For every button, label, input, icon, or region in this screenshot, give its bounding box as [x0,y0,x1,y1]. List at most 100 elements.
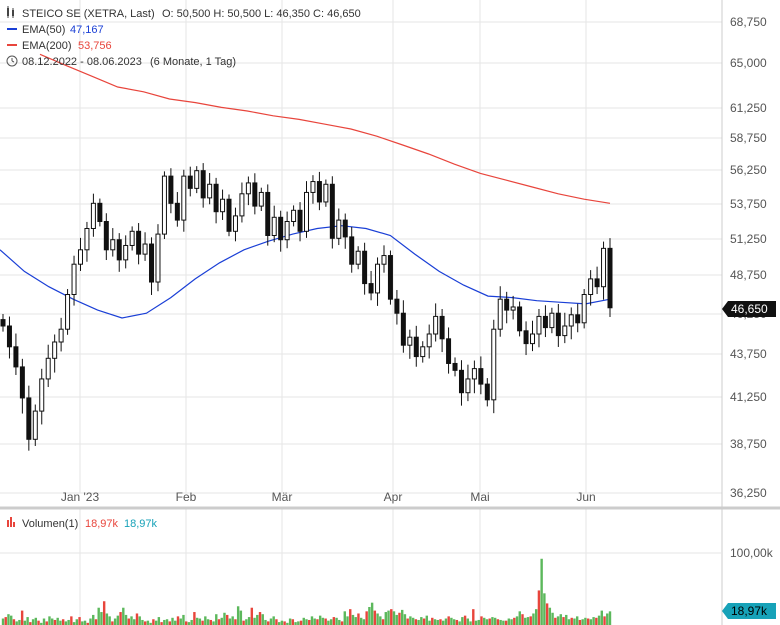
time-tick-label: Apr [384,490,403,504]
volume-bar [510,619,513,625]
candle [484,378,490,407]
volume-bar [603,616,606,625]
volume-bar [584,617,587,625]
volume-bar [529,616,532,625]
volume-bar [425,615,429,625]
volume-bar [324,618,327,625]
volume-bar [264,619,267,625]
volume-bar [431,617,434,625]
volume-bar [187,622,191,625]
volume-bar [220,617,223,625]
volume-bar [283,621,286,625]
volume-bar [606,613,609,625]
volume-bar [272,616,275,625]
volume-bar [318,615,322,625]
candle [387,250,393,305]
candle [129,226,135,251]
volume-bar [573,618,576,625]
candle [555,304,561,347]
time-tick-label: Jan '23 [61,490,100,504]
volume-bar [483,617,486,625]
volume-bar [469,621,472,625]
volume-bar [433,619,437,625]
volume-bar [403,614,407,625]
volume-bar [368,607,371,625]
volume-bar [362,619,366,625]
volume-bar [354,617,357,625]
volume-bar [10,615,13,625]
volume-bar [198,618,202,625]
volume-bar [554,617,557,625]
price-tick-label: 48,750 [730,268,767,282]
candle [239,182,245,223]
last-price-badge: 46,650 [722,301,776,317]
volume-bar [586,618,590,625]
candle [45,344,51,388]
volume-bar [365,611,368,625]
candle [136,223,142,265]
ema200-legend-swatch [7,44,17,46]
candle [168,168,174,214]
candle [329,176,335,249]
volume-bar [417,619,420,625]
volume-bar [556,616,560,625]
volume-bar [94,619,98,625]
volume-bar [226,614,229,625]
chart-header: STEICO SE (XETRA, Last) O: 50,500 H: 50,… [6,6,361,68]
volume-bar [559,614,562,625]
volume-bar [567,619,571,625]
candle [103,213,109,261]
candle [174,192,180,227]
volume-bar [534,609,538,625]
time-tick-label: Feb [176,490,197,504]
candle [258,187,264,211]
volume-bar [64,621,68,625]
time-tick-label: Mär [272,490,293,504]
candle [207,172,213,205]
volume-bar [335,617,338,625]
volume-series [1,558,612,625]
candle [323,179,329,207]
volume-bar [204,616,207,625]
volume-bar [171,617,174,625]
volume-value-red: 18,97k [85,518,119,530]
grid-lines [0,0,722,625]
volume-bar [452,619,456,625]
candle [271,205,277,243]
candle [530,320,536,352]
volume-bar [190,619,193,625]
volume-bar [515,616,519,625]
volume-bar [450,617,453,625]
volume-bar [308,619,311,625]
candle [181,169,187,232]
candle [601,241,607,300]
volume-bar [466,618,470,625]
volume-bar [286,622,289,625]
volume-bar [592,617,595,625]
candle [471,360,477,394]
candle [465,364,471,402]
candle [413,325,419,367]
volume-value-teal: 18,97k [124,518,158,530]
volume-bar [463,615,467,625]
volume-bar [346,616,349,625]
volume-bar [472,609,475,625]
candle [594,266,600,295]
volume-bar [436,619,439,625]
ema50-legend-swatch [7,28,17,30]
volume-bar [149,622,152,625]
volume-last-badge: 18,97k [722,603,776,619]
volume-bar [256,614,259,625]
volume-bar [61,619,65,625]
price-tick-label: 51,250 [730,232,767,246]
volume-bar [349,609,352,625]
volume-bar [597,615,601,625]
volume-bar [223,612,226,625]
volume-bar [379,616,382,625]
volume-bar [291,619,295,625]
volume-bar [89,618,92,625]
volume-bar [532,613,535,625]
price-axis: 36,25038,75041,25043,75046,25048,75051,2… [730,15,767,500]
volume-bar [165,619,169,625]
volume-bar [329,619,333,625]
